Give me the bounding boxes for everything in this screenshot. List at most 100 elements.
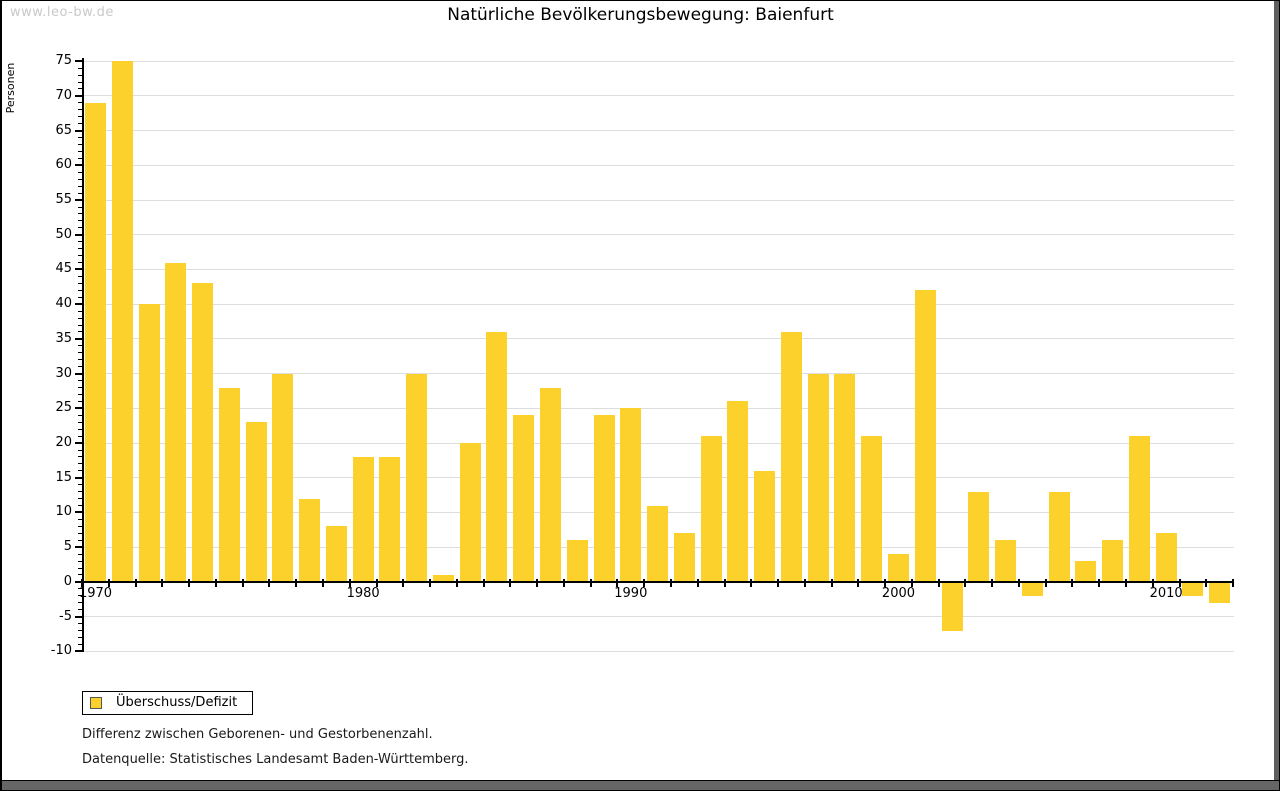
y-minor-tick--1 <box>78 588 82 590</box>
y-minor-tick-16 <box>78 470 82 472</box>
y-minor-tick-53 <box>78 213 82 215</box>
chart-title: Natürliche Bevölkerungsbewegung: Baienfu… <box>447 5 834 25</box>
y-major-tick-70 <box>75 94 82 97</box>
y-major-tick-20 <box>75 442 82 445</box>
y-axis-label-20: 20 <box>55 435 72 451</box>
y-major-tick-25 <box>75 407 82 410</box>
gridline-35 <box>84 338 1234 340</box>
y-minor-tick-61 <box>78 157 82 159</box>
legend: Überschuss/Defizit <box>82 691 253 715</box>
bar-2001 <box>914 290 936 581</box>
bar-1977 <box>272 373 294 581</box>
y-minor-tick-2 <box>78 567 82 569</box>
y-major-tick-40 <box>75 303 82 306</box>
gridline-55 <box>84 199 1234 201</box>
bar-2000 <box>887 554 909 581</box>
bar-1995 <box>754 470 776 581</box>
gridline-50 <box>84 234 1234 236</box>
note-datasource: Datenquelle: Statistisches Landesamt Bad… <box>82 752 469 767</box>
y-major-tick-75 <box>75 60 82 63</box>
x-tick-26 <box>777 579 780 587</box>
y-minor-tick-63 <box>78 144 82 146</box>
y-minor-tick-7 <box>78 532 82 534</box>
y-minor-tick-27 <box>78 393 82 395</box>
x-tick-4 <box>188 579 191 587</box>
y-axis-label-45: 45 <box>55 261 72 277</box>
y-axis-label-35: 35 <box>55 330 72 346</box>
y-major-tick-30 <box>75 372 82 375</box>
gridline-15 <box>84 477 1234 479</box>
x-axis-label-2010: 2010 <box>1149 586 1183 601</box>
x-tick-34 <box>991 579 994 587</box>
y-minor-tick-22 <box>78 428 82 430</box>
x-axis-label-1970: 1970 <box>78 586 113 601</box>
x-tick-25 <box>750 579 753 587</box>
y-axis-label-60: 60 <box>55 157 72 173</box>
y-axis-line <box>82 58 84 653</box>
y-minor-tick--2 <box>78 595 82 597</box>
x-tick-21 <box>643 579 646 587</box>
y-minor-tick-71 <box>78 88 82 90</box>
gridline-60 <box>84 164 1234 166</box>
y-minor-tick-46 <box>78 262 82 264</box>
y-minor-tick--8 <box>78 636 82 638</box>
y-minor-tick-6 <box>78 539 82 541</box>
gridline-75 <box>84 60 1234 62</box>
x-tick-3 <box>161 579 164 587</box>
x-tick-16 <box>509 579 512 587</box>
x-tick-29 <box>857 579 860 587</box>
x-tick-9 <box>322 579 324 587</box>
gridline--10 <box>84 650 1234 652</box>
y-minor-tick-3 <box>78 560 82 562</box>
x-tick-35 <box>1017 579 1020 587</box>
y-minor-tick-18 <box>78 456 82 458</box>
gridline-25 <box>84 407 1234 409</box>
y-minor-tick-14 <box>78 484 82 486</box>
bar-2007 <box>1075 561 1097 581</box>
y-minor-tick-52 <box>78 220 82 222</box>
y-minor-tick--4 <box>78 609 82 611</box>
y-minor-tick-43 <box>78 282 82 284</box>
y-axis-label-25: 25 <box>55 400 72 416</box>
y-minor-tick-49 <box>78 241 82 243</box>
x-tick-18 <box>562 579 565 587</box>
gridline-20 <box>84 442 1234 444</box>
y-axis-label--5: -5 <box>59 608 72 624</box>
x-tick-22 <box>669 579 672 587</box>
bar-1992 <box>673 533 695 581</box>
y-axis-label-10: 10 <box>55 504 72 520</box>
y-minor-tick-12 <box>78 498 82 500</box>
y-minor-tick-4 <box>78 553 82 555</box>
x-tick-6 <box>241 579 244 587</box>
x-tick-17 <box>536 579 539 587</box>
y-major-tick-50 <box>75 233 82 236</box>
y-minor-tick-32 <box>78 359 82 361</box>
x-tick-10 <box>348 579 351 587</box>
gridline-40 <box>84 303 1234 305</box>
y-minor-tick-1 <box>78 574 82 576</box>
x-tick-8 <box>295 579 298 587</box>
x-tick-15 <box>482 579 485 587</box>
bar-1989 <box>593 415 615 581</box>
bar-1973 <box>165 262 187 581</box>
y-minor-tick-42 <box>78 289 82 291</box>
y-minor-tick-9 <box>78 518 82 520</box>
y-minor-tick-57 <box>78 185 82 187</box>
bar-1996 <box>780 331 802 581</box>
x-tick-1 <box>107 579 110 587</box>
bar-1975 <box>218 387 240 581</box>
bar-1986 <box>513 415 535 581</box>
y-minor-tick-29 <box>78 380 82 382</box>
x-tick-19 <box>589 579 592 587</box>
x-tick-33 <box>964 579 967 587</box>
y-minor-tick-68 <box>78 109 82 111</box>
y-major-tick-55 <box>75 199 82 202</box>
bar-1983 <box>432 574 454 581</box>
y-minor-tick--9 <box>78 643 82 645</box>
y-axis-label-50: 50 <box>55 226 72 242</box>
y-axis-label-70: 70 <box>55 87 72 103</box>
bar-1990 <box>620 408 642 581</box>
x-tick-23 <box>696 579 699 587</box>
x-tick-11 <box>375 579 378 587</box>
